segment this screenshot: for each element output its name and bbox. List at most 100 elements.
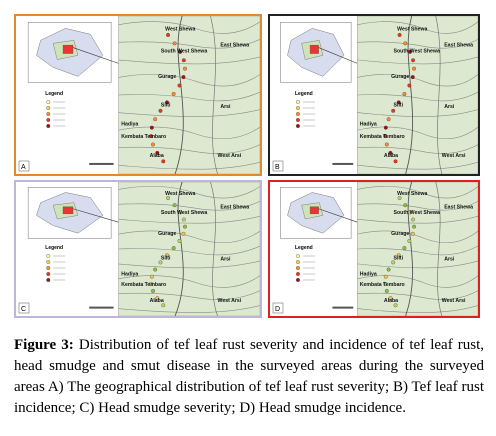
map-graphic: Legend West Shewa South West Shewa East She… [272,182,478,316]
survey-point [151,289,155,293]
region-label: Arsi [444,257,455,263]
boundary [357,215,478,224]
survey-point [183,66,187,71]
inset-study-area [62,206,74,215]
inset-study-area [309,44,319,54]
boundary [118,215,260,224]
region-label: Kembata Tembaro [121,134,166,140]
region-label: South West Shewa [394,49,440,55]
boundary [118,290,260,300]
boundary [118,56,260,65]
legend-title: Legend [295,245,313,251]
map-graphic: Legend West Shewa South West Shewa East She… [272,16,478,174]
region-label: Hadiya [360,271,377,277]
survey-point [402,246,407,251]
region-label: Alaba [384,298,398,304]
survey-point [165,100,169,105]
scale-bar [332,162,354,165]
boundary [118,21,260,34]
legend-swatch [296,254,300,258]
map-panel: Legend West Shewa South West Shewa East She… [268,180,480,318]
legend-swatch [46,106,51,110]
survey-point [388,150,393,155]
boundary [118,109,260,117]
region-label: East Shewa [444,42,473,48]
legend-swatch [296,272,300,276]
survey-point [383,281,388,286]
boundary [357,245,478,256]
legend-swatch [46,118,51,122]
survey-point [153,117,158,122]
region-label: Silti [161,102,171,108]
inset-pointer [72,47,119,64]
region-label: Hadiya [360,121,377,127]
boundary [118,275,260,288]
boundary [357,290,478,300]
survey-point [386,267,391,272]
boundary [357,144,478,154]
inset-pointer [318,208,358,223]
survey-point [391,108,396,113]
region-label: South West Shewa [394,210,440,216]
survey-point [183,224,187,229]
region-label: Alaba [150,153,164,159]
survey-point [397,33,402,37]
survey-point [149,274,154,279]
survey-point [178,210,183,215]
main-map [357,16,478,174]
survey-point [397,196,402,201]
legend-swatch [296,112,300,116]
survey-point [391,260,396,265]
legend-swatch [46,260,51,264]
boundary [174,182,184,316]
survey-point [411,217,416,222]
survey-point [172,203,177,208]
scale-bar [332,306,354,309]
boundary [210,182,218,316]
region-label: East Shewa [220,204,249,210]
region-label: Kembata Tembaro [121,282,166,288]
boundary [118,144,260,154]
legend-swatch [296,266,300,270]
survey-point [411,58,416,63]
legend-swatch [46,272,51,276]
survey-point [181,58,186,63]
survey-point [383,274,388,279]
survey-point [181,217,186,222]
survey-point [155,150,160,155]
survey-point [412,66,417,71]
region-label: Hadiya [121,121,138,127]
survey-point [153,267,158,272]
legend-swatch [296,106,300,110]
legend-swatch [46,266,51,270]
survey-point [149,281,154,286]
region-label: Gurage [391,74,409,80]
survey-point [177,83,182,88]
survey-point [410,231,415,236]
legend-swatch [46,254,51,258]
boundary [174,16,184,174]
region-label: Gurage [158,74,176,80]
boundary [357,275,478,288]
survey-point [403,203,408,208]
region-label: West Shewa [165,191,195,197]
boundary [118,201,260,211]
region-label: Arsi [444,104,455,110]
panel-letter: A [21,164,26,171]
scale-bar [89,306,114,309]
legend-swatch [296,118,300,122]
map-graphic: Legend West Shewa South West Shewa East She… [18,182,260,316]
survey-point [402,91,407,96]
region-label: Hadiya [121,271,138,277]
survey-point [407,83,412,88]
map-panel: Legend West Shewa South West Shewa East She… [268,14,480,176]
survey-point [410,75,415,80]
region-label: Arsi [220,257,231,263]
boundary [357,109,478,117]
boundary [357,56,478,65]
legend-title: Legend [45,91,63,97]
panel-letter: C [21,306,26,313]
panel-letter-box [272,160,284,172]
boundary [357,91,478,102]
